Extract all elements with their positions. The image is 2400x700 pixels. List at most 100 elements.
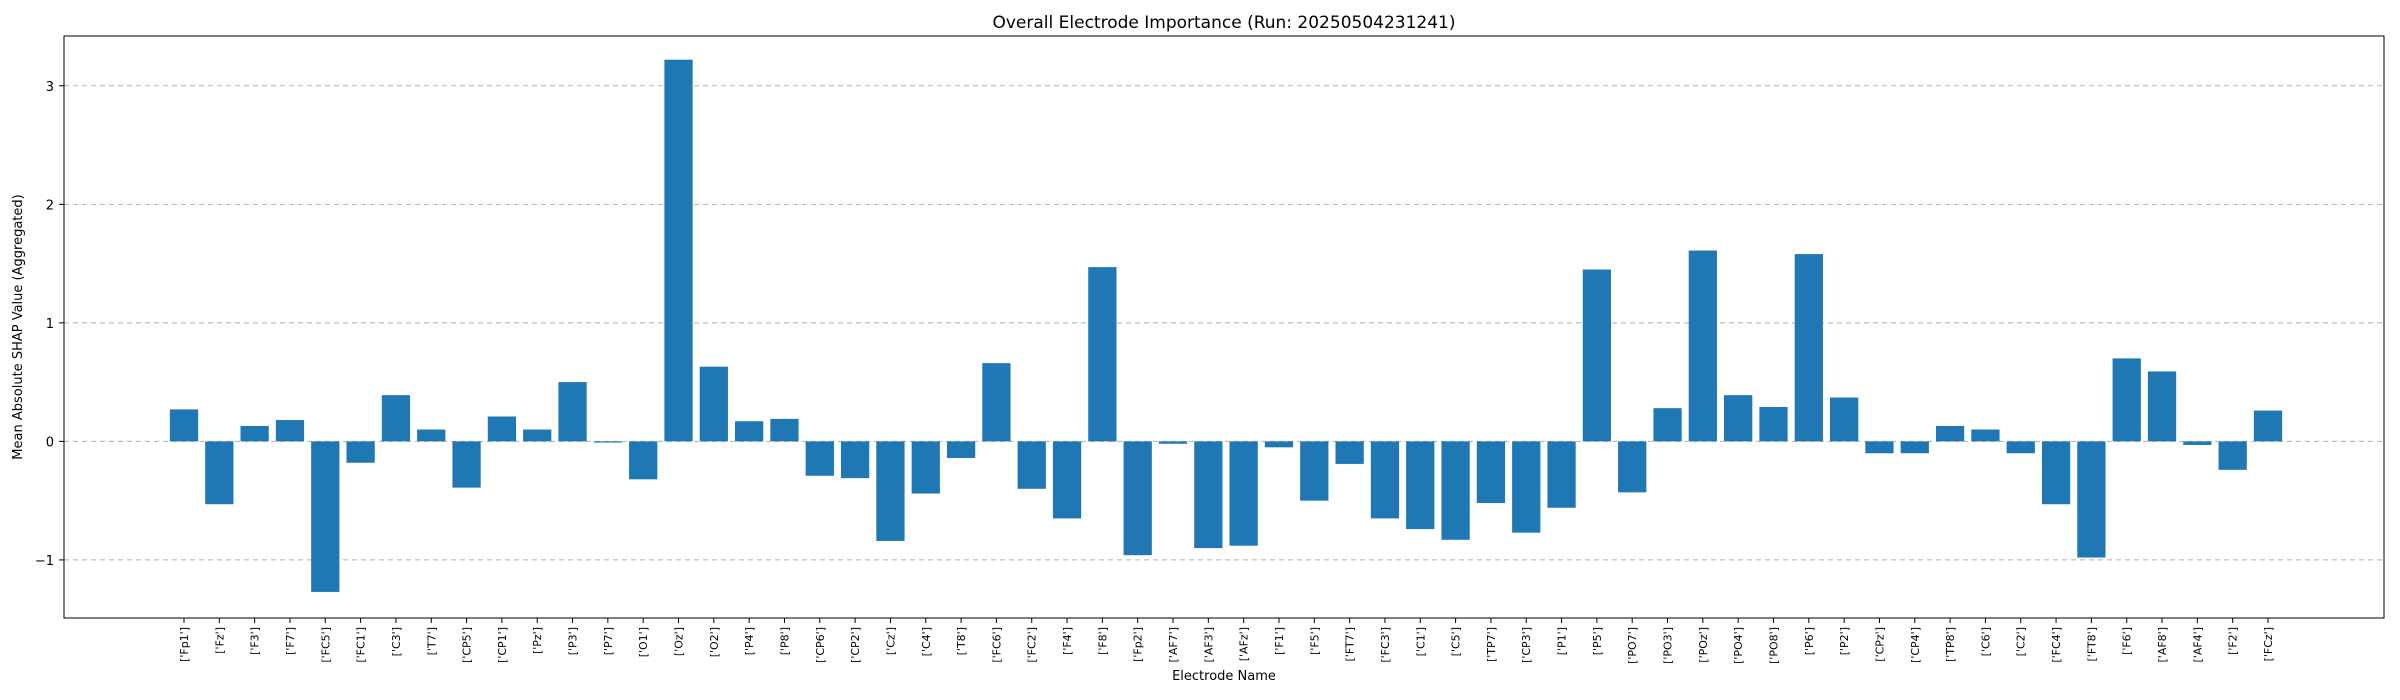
x-tick-label: ['Oz'] bbox=[673, 627, 686, 656]
bar bbox=[240, 425, 269, 442]
x-axis: ['Fp1'] ['Fz'] ['F3'] ['F7'] ['FC5'] ['FC1'] [… bbox=[178, 618, 2275, 664]
x-tick-label: ['AF8'] bbox=[2156, 627, 2169, 662]
x-tick-label: ['FC3'] bbox=[1379, 627, 1392, 663]
x-tick-label: ['F8'] bbox=[1096, 627, 1109, 655]
bar bbox=[1865, 441, 1894, 454]
x-tick-label: ['PO7'] bbox=[1626, 627, 1639, 664]
x-tick-label: ['P7'] bbox=[602, 627, 615, 655]
bar bbox=[1052, 441, 1082, 519]
bar bbox=[911, 441, 940, 494]
bar bbox=[1653, 408, 1682, 442]
x-tick-label: ['PO4'] bbox=[1732, 627, 1745, 664]
x-tick-label: ['AFz'] bbox=[1238, 627, 1251, 661]
y-tick-label: 1 bbox=[46, 317, 54, 332]
y-tick-label: 2 bbox=[46, 198, 54, 213]
bar bbox=[2218, 441, 2247, 470]
bar bbox=[169, 409, 199, 442]
bar bbox=[2253, 410, 2283, 442]
bar bbox=[735, 421, 764, 442]
x-tick-label: ['Fp1'] bbox=[178, 627, 191, 662]
x-tick-label: ['AF7'] bbox=[1167, 627, 1180, 662]
x-tick-label: ['POz'] bbox=[1697, 627, 1710, 663]
bar bbox=[1688, 250, 1717, 442]
bar bbox=[2077, 441, 2106, 558]
x-tick-label: ['CP2'] bbox=[849, 627, 862, 663]
bar bbox=[346, 441, 375, 463]
x-tick-label: ['C4'] bbox=[920, 627, 933, 656]
x-tick-label: ['F7'] bbox=[284, 627, 297, 655]
bar bbox=[1794, 254, 1823, 442]
bar bbox=[1724, 395, 1753, 442]
bar bbox=[1547, 441, 1576, 508]
x-tick-label: ['TP8'] bbox=[1944, 627, 1957, 662]
bar bbox=[417, 429, 446, 442]
x-tick-label: ['CP6'] bbox=[814, 627, 827, 663]
x-tick-label: ['P5'] bbox=[1591, 627, 1604, 655]
y-tick-label: 0 bbox=[46, 435, 54, 450]
bar bbox=[1300, 441, 1329, 501]
bar bbox=[2147, 371, 2177, 442]
x-tick-label: ['T7'] bbox=[425, 627, 438, 655]
bar bbox=[452, 441, 481, 488]
bar bbox=[1830, 397, 1859, 442]
bar bbox=[946, 441, 976, 458]
bar bbox=[381, 395, 411, 442]
bar bbox=[558, 382, 587, 442]
y-tick-label: −1 bbox=[35, 554, 54, 569]
x-tick-label: ['Cz'] bbox=[884, 627, 897, 655]
x-tick-label: ['P1'] bbox=[1556, 627, 1569, 655]
bar bbox=[1759, 407, 1788, 442]
bar bbox=[982, 363, 1011, 442]
x-tick-label: ['P4'] bbox=[743, 627, 756, 655]
x-tick-label: ['CP1'] bbox=[496, 627, 509, 663]
bar bbox=[876, 441, 905, 541]
bar bbox=[593, 441, 622, 443]
x-tick-label: ['Fz'] bbox=[213, 627, 226, 654]
bar bbox=[523, 429, 552, 442]
bar bbox=[1335, 441, 1364, 464]
y-axis: −1 0 1 2 3 bbox=[35, 80, 64, 569]
x-tick-label: ['C2'] bbox=[2015, 627, 2028, 656]
bar bbox=[805, 441, 834, 476]
chart-title: Overall Electrode Importance (Run: 20250… bbox=[992, 13, 1455, 33]
bar bbox=[1971, 429, 2000, 442]
x-tick-label: ['AF4'] bbox=[2191, 627, 2204, 662]
x-tick-label: ['FC2'] bbox=[1026, 627, 1039, 663]
plot-frame bbox=[63, 35, 2385, 619]
x-tick-label: ['FT7'] bbox=[1344, 627, 1357, 661]
x-tick-label: ['FC4'] bbox=[2050, 627, 2063, 663]
x-tick-label: ['CPz'] bbox=[1873, 627, 1886, 662]
bar bbox=[1158, 441, 1188, 444]
bar bbox=[1900, 441, 1929, 454]
bar bbox=[1088, 267, 1117, 442]
x-tick-label: ['CP4'] bbox=[1909, 627, 1922, 663]
x-tick-label: ['PO8'] bbox=[1767, 627, 1780, 664]
x-tick-label: ['FC6'] bbox=[990, 627, 1003, 663]
x-tick-label: ['P6'] bbox=[1803, 627, 1816, 655]
x-tick-label: ['P8'] bbox=[778, 627, 791, 655]
x-tick-label: ['O2'] bbox=[708, 627, 721, 657]
x-tick-label: ['F5'] bbox=[1308, 627, 1321, 655]
bar bbox=[699, 366, 728, 442]
bar bbox=[487, 416, 517, 442]
bar bbox=[2041, 441, 2071, 505]
x-tick-label: ['TP7'] bbox=[1485, 627, 1498, 662]
x-tick-label: ['T8'] bbox=[955, 627, 968, 655]
bar bbox=[311, 441, 340, 592]
x-tick-label: ['C3'] bbox=[390, 627, 403, 656]
x-axis-label: Electrode Name bbox=[1172, 669, 1276, 684]
x-tick-label: ['CP5'] bbox=[461, 627, 474, 663]
x-tick-label: ['F6'] bbox=[2121, 627, 2134, 655]
bar bbox=[2183, 441, 2212, 445]
x-tick-label: ['P3'] bbox=[567, 627, 580, 655]
x-tick-label: ['P2'] bbox=[1838, 627, 1851, 655]
bar bbox=[1123, 441, 1152, 556]
y-axis-label: Mean Absolute SHAP Value (Aggregated) bbox=[11, 194, 26, 459]
bar bbox=[1264, 441, 1294, 448]
x-tick-label: ['F2'] bbox=[2227, 627, 2240, 655]
x-tick-label: ['F1'] bbox=[1273, 627, 1286, 655]
x-tick-label: ['F3'] bbox=[249, 627, 262, 655]
bar bbox=[205, 441, 234, 505]
x-tick-label: ['F4'] bbox=[1061, 627, 1074, 655]
